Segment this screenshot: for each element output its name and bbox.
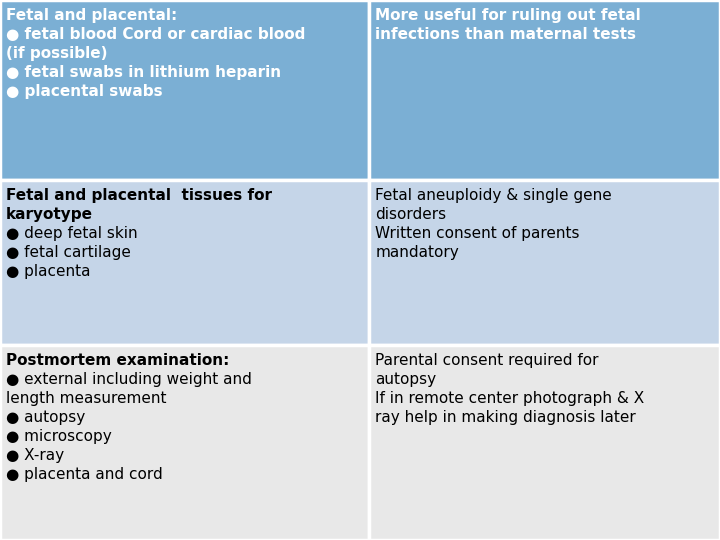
Bar [369, 180, 720, 345]
Text: ● placenta: ● placenta [6, 264, 91, 279]
Bar [0, 0, 369, 180]
Text: ● external including weight and: ● external including weight and [6, 372, 252, 387]
Text: ● X-ray: ● X-ray [6, 448, 64, 463]
Text: disorders: disorders [375, 207, 446, 222]
Text: Fetal and placental:: Fetal and placental: [6, 8, 177, 23]
Text: ● microscopy: ● microscopy [6, 429, 112, 443]
Text: Written consent of parents: Written consent of parents [375, 226, 580, 241]
Text: autopsy: autopsy [375, 372, 436, 387]
Text: infections than maternal tests: infections than maternal tests [375, 27, 636, 42]
Text: More useful for ruling out fetal: More useful for ruling out fetal [375, 8, 641, 23]
Text: mandatory: mandatory [375, 245, 459, 260]
Bar [369, 345, 720, 540]
Text: Fetal aneuploidy & single gene: Fetal aneuploidy & single gene [375, 188, 612, 203]
Text: ● placental swabs: ● placental swabs [6, 84, 163, 99]
Bar [0, 180, 369, 345]
Text: length measurement: length measurement [6, 390, 166, 406]
Text: ● placenta and cord: ● placenta and cord [6, 467, 163, 482]
Text: If in remote center photograph & X: If in remote center photograph & X [375, 390, 644, 406]
Text: karyotype: karyotype [6, 207, 93, 222]
Text: ● deep fetal skin: ● deep fetal skin [6, 226, 138, 241]
Bar [0, 345, 369, 540]
Text: Postmortem examination:: Postmortem examination: [6, 353, 230, 368]
Text: ● autopsy: ● autopsy [6, 409, 85, 424]
Text: Fetal and placental  tissues for: Fetal and placental tissues for [6, 188, 272, 203]
Text: ● fetal cartilage: ● fetal cartilage [6, 245, 131, 260]
Text: Parental consent required for: Parental consent required for [375, 353, 599, 368]
Text: ● fetal swabs in lithium heparin: ● fetal swabs in lithium heparin [6, 65, 281, 80]
Text: ray help in making diagnosis later: ray help in making diagnosis later [375, 409, 636, 424]
Text: (if possible): (if possible) [6, 46, 107, 61]
Text: ● fetal blood Cord or cardiac blood: ● fetal blood Cord or cardiac blood [6, 27, 305, 42]
Bar [369, 0, 720, 180]
